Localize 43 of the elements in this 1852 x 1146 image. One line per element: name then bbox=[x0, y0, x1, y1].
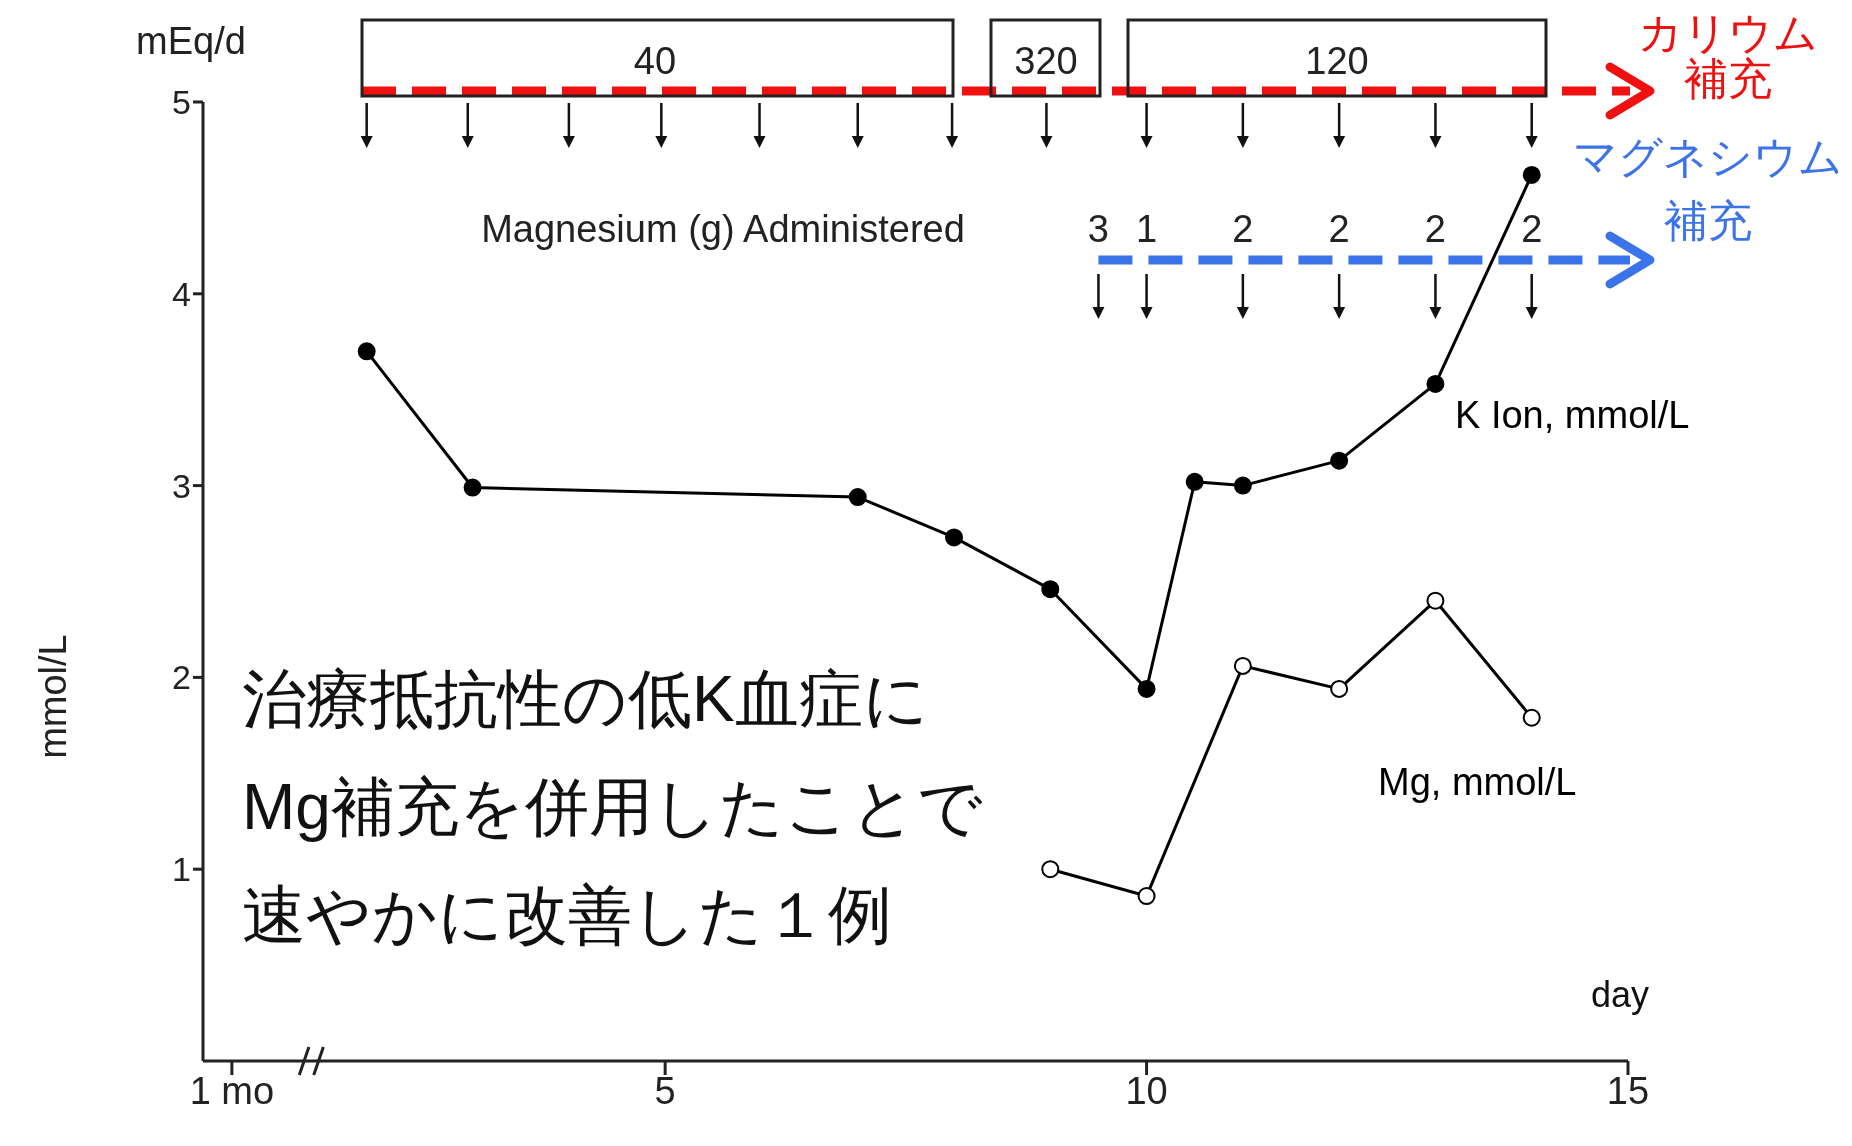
series-label: K Ion, mmol/L bbox=[1455, 394, 1690, 436]
y-tick-label: 4 bbox=[172, 274, 191, 313]
point bbox=[1522, 708, 1541, 727]
series-label: Mg, mmol/L bbox=[1378, 761, 1577, 803]
point bbox=[1233, 656, 1252, 675]
point bbox=[1426, 374, 1445, 393]
point bbox=[945, 528, 964, 547]
point bbox=[1522, 165, 1541, 184]
x-tick-label: 15 bbox=[1606, 1069, 1650, 1112]
y-tick-label: 5 bbox=[172, 83, 191, 122]
point bbox=[463, 478, 482, 497]
x-axis-title: day bbox=[1590, 973, 1650, 1015]
annotation: 2 bbox=[1521, 208, 1543, 250]
point bbox=[1041, 580, 1060, 599]
x-tick-label: 10 bbox=[1125, 1069, 1168, 1112]
point bbox=[1137, 679, 1156, 698]
y-tick-label: 3 bbox=[172, 466, 191, 505]
y-axis-title: mmol/L bbox=[32, 634, 74, 759]
point bbox=[1426, 591, 1445, 610]
text: mEq/d bbox=[136, 20, 246, 62]
y-tick-label: 2 bbox=[172, 658, 191, 697]
point bbox=[848, 488, 867, 507]
point bbox=[1185, 472, 1204, 491]
point bbox=[1330, 451, 1349, 470]
point bbox=[1330, 679, 1349, 698]
point bbox=[1137, 887, 1156, 906]
annotation: 1 bbox=[1136, 208, 1158, 250]
text: 120 bbox=[1305, 40, 1369, 82]
annotation: 2 bbox=[1232, 208, 1254, 250]
annotation: 治療抵抗性の低K血症にMg補充を併用したことで速やかに改善した１例 bbox=[242, 663, 983, 951]
y-tick-label: 1 bbox=[172, 850, 191, 889]
annotation: 2 bbox=[1424, 208, 1446, 250]
point bbox=[1041, 860, 1060, 879]
text: 40 bbox=[633, 40, 677, 82]
x-tick-label: 5 bbox=[654, 1069, 676, 1112]
text: 320 bbox=[1014, 40, 1078, 82]
text: カリウム補充 bbox=[1638, 7, 1818, 103]
x-tick-label: 1 mo bbox=[189, 1069, 275, 1112]
point bbox=[357, 342, 376, 361]
annotation: 3 bbox=[1087, 208, 1110, 250]
point bbox=[1233, 476, 1252, 495]
annotation: 2 bbox=[1328, 208, 1350, 250]
annotation: Magnesium (g) Administered bbox=[481, 208, 965, 250]
